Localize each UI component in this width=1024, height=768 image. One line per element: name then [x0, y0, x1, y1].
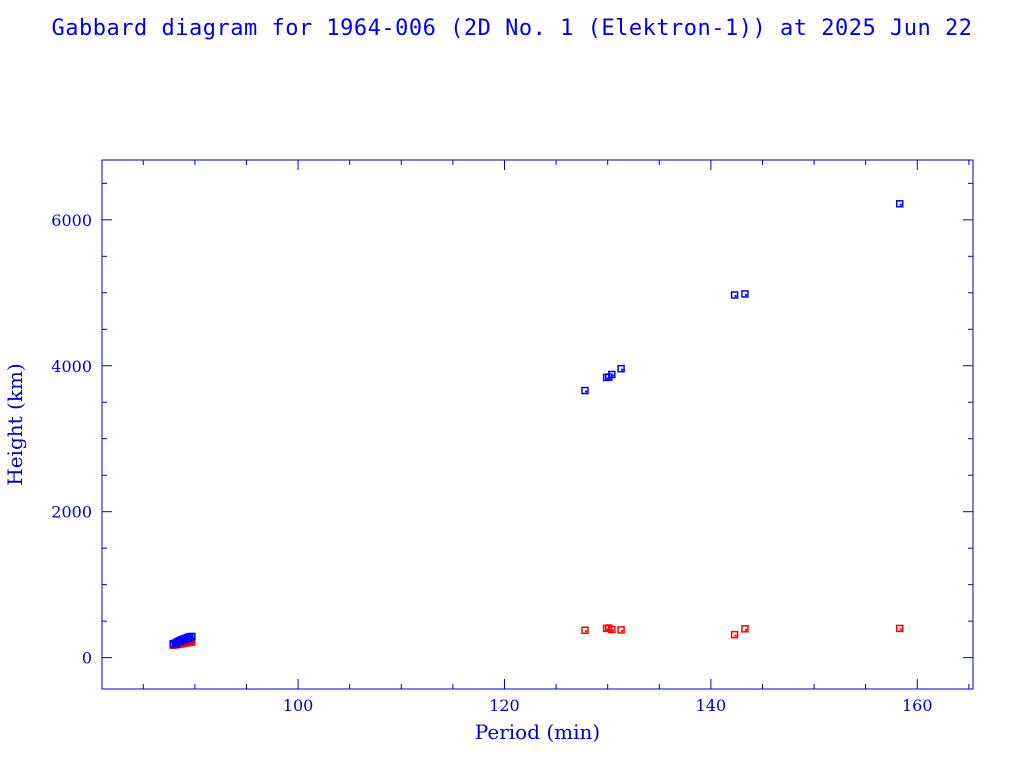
perigee-point-dot: [621, 629, 624, 632]
perigee-point-dot: [191, 641, 194, 644]
perigee-point-dot: [608, 628, 611, 631]
apogee-point: [180, 636, 189, 644]
x-tick-label: 120: [489, 696, 520, 715]
x-axis-label: Period (min): [475, 720, 600, 744]
y-tick-label: 6000: [51, 211, 92, 230]
perigee-point-dot: [734, 634, 737, 637]
perigee-point-dot: [744, 628, 747, 631]
apogee-point-dot: [899, 203, 902, 206]
apogee-point: [741, 290, 749, 298]
apogee-point-dot: [584, 390, 587, 393]
y-tick-label: 4000: [51, 357, 92, 376]
apogee-point-dot: [191, 636, 194, 639]
apogee-point-dot: [189, 636, 192, 639]
y-axis-label: Height (km): [3, 363, 27, 485]
x-tick-label: 140: [696, 696, 727, 715]
y-tick-label: 0: [82, 649, 92, 668]
perigee-point-dot: [584, 630, 587, 633]
apogee-point: [895, 200, 904, 208]
apogee-point: [581, 386, 589, 395]
apogee-point-dot: [744, 293, 747, 296]
y-tick-label: 2000: [51, 503, 92, 522]
apogee-point-dot: [611, 374, 614, 377]
perigee-point-dot: [899, 628, 902, 631]
apogee-point: [184, 634, 193, 643]
x-tick-label: 100: [283, 696, 314, 715]
perigee-point-dot: [611, 629, 614, 632]
perigee-point-dot: [606, 628, 609, 631]
plot-frame: [101, 159, 974, 690]
perigee-point: [895, 624, 904, 633]
apogee-point-dot: [188, 638, 191, 641]
apogee-point-dot: [621, 368, 624, 371]
apogee-point-dot: [606, 377, 609, 380]
perigee-point: [741, 625, 749, 633]
perigee-point: [730, 630, 739, 639]
perigee-point: [617, 626, 625, 634]
apogee-point: [608, 370, 616, 379]
apogee-point-dot: [734, 294, 737, 297]
chart-title: Gabbard diagram for 1964-006 (2D No. 1 (…: [51, 16, 973, 41]
x-tick-label: 160: [902, 696, 933, 715]
apogee-point: [176, 637, 185, 646]
apogee-point: [617, 364, 625, 373]
perigee-point: [608, 625, 616, 634]
perigee-point: [581, 626, 589, 635]
apogee-point: [730, 291, 739, 299]
